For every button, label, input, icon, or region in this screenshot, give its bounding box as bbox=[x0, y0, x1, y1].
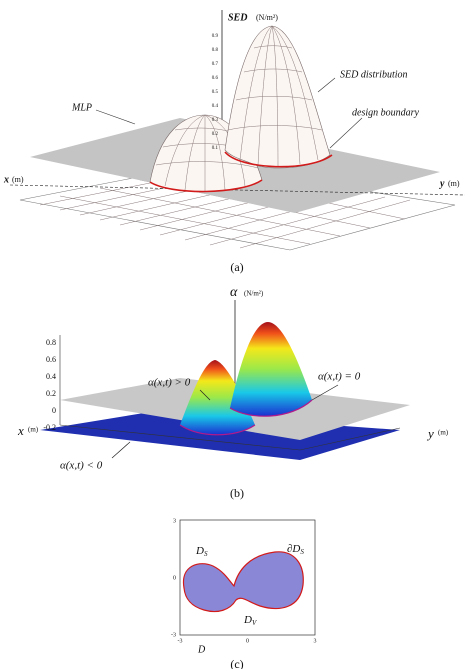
tick-label: 0.4 bbox=[46, 372, 56, 381]
x-label: x bbox=[3, 174, 9, 185]
xy-axis bbox=[9, 184, 466, 196]
panel-b: α (N/m²) 0.8 0.6 0.4 0.2 0 -0.2 α(x,t) > 0 α(… bbox=[17, 285, 449, 500]
tick-label: 0.8 bbox=[46, 338, 56, 347]
tick-label: -3 bbox=[178, 638, 183, 644]
large-peak-mesh bbox=[227, 25, 323, 168]
boundary-label: design boundary bbox=[352, 107, 420, 118]
tick-label: 0.4 bbox=[212, 104, 219, 109]
boundary bbox=[179, 399, 313, 436]
sed-axis-label: SED bbox=[228, 12, 247, 23]
positive-label: α(x,t) > 0 bbox=[148, 377, 191, 389]
y-label: y bbox=[426, 426, 434, 441]
y-unit: (m) bbox=[438, 429, 449, 437]
label-sub: S bbox=[204, 550, 208, 558]
sed-label: SED distribution bbox=[340, 69, 408, 80]
large-peak bbox=[224, 25, 331, 169]
tick-label: 3 bbox=[173, 518, 176, 524]
tick-label: 0.7 bbox=[212, 62, 219, 67]
zero-label: α(x,t) = 0 bbox=[318, 371, 361, 383]
large-boundary bbox=[224, 151, 333, 168]
small-boundary bbox=[149, 179, 263, 193]
x-unit: (m) bbox=[28, 426, 39, 434]
box-edge bbox=[59, 335, 401, 451]
tick-label: 0.2 bbox=[46, 389, 56, 398]
alpha-axis-label: α bbox=[230, 285, 238, 300]
tick-label: 0 bbox=[246, 638, 249, 644]
leader bbox=[111, 441, 131, 459]
leader bbox=[199, 389, 211, 401]
tick-label: 3 bbox=[314, 638, 317, 644]
panel-c: 30-3-3 0 3 ∂DS DS DV D (c) bbox=[171, 518, 317, 669]
x-label: x bbox=[17, 423, 24, 438]
solid-region bbox=[182, 551, 304, 613]
label-main: D bbox=[243, 614, 252, 626]
negative-label: α(x,t) < 0 bbox=[60, 460, 103, 472]
tick-label: 0.6 bbox=[46, 355, 56, 364]
label-main: D bbox=[195, 545, 204, 557]
y-unit: (m) bbox=[448, 179, 460, 188]
solid-label: DS bbox=[195, 545, 208, 558]
tick-label: -3 bbox=[171, 632, 176, 638]
large-peak bbox=[230, 322, 312, 417]
small-peak bbox=[180, 360, 255, 435]
tick-label: 0 bbox=[52, 406, 56, 415]
label-sub: V bbox=[252, 619, 257, 627]
tick-label: 0.2 bbox=[212, 132, 219, 137]
tick-label: 0.1 bbox=[212, 146, 219, 151]
leader bbox=[329, 117, 363, 149]
tick-label: 0.6 bbox=[212, 76, 219, 81]
label-main: ∂D bbox=[287, 543, 300, 555]
tick-label: -0.2 bbox=[43, 423, 56, 432]
label-sub: S bbox=[300, 548, 304, 556]
leader bbox=[317, 77, 336, 93]
caption: (c) bbox=[230, 657, 243, 669]
tick-label: 0.9 bbox=[212, 34, 219, 39]
leader bbox=[95, 109, 136, 125]
panel-a: SED (N/m²) 0.9 0.8 0.7 0.6 0.5 0.4 0.3 0.2 0.1 S… bbox=[3, 10, 466, 274]
void-label: DV bbox=[243, 614, 257, 627]
alpha-axis-unit: (N/m²) bbox=[244, 290, 264, 298]
caption: (a) bbox=[230, 260, 243, 274]
tick-label: 0.3 bbox=[212, 118, 219, 123]
tick-label: 0.8 bbox=[212, 48, 219, 53]
leader bbox=[311, 384, 339, 401]
domain-label: D bbox=[197, 644, 206, 655]
caption: (b) bbox=[230, 486, 244, 500]
mlp-label: MLP bbox=[71, 102, 92, 113]
sed-axis-unit: (N/m²) bbox=[256, 13, 278, 22]
y-label: y bbox=[439, 178, 445, 189]
tick-label: 0 bbox=[173, 575, 176, 581]
tick-label: 0.5 bbox=[212, 90, 219, 95]
x-unit: (m) bbox=[12, 175, 24, 184]
boundary-label: ∂DS bbox=[287, 543, 304, 556]
